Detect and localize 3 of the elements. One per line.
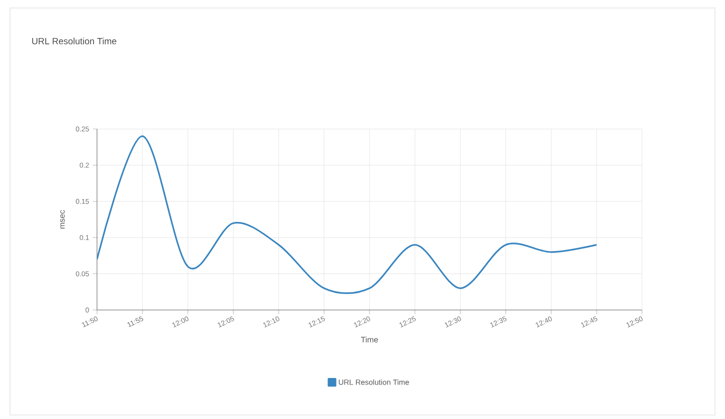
chart-title: URL Resolution Time xyxy=(32,38,116,44)
x-axis-title: Time xyxy=(360,336,378,342)
y-axis-title: msec xyxy=(60,210,65,229)
